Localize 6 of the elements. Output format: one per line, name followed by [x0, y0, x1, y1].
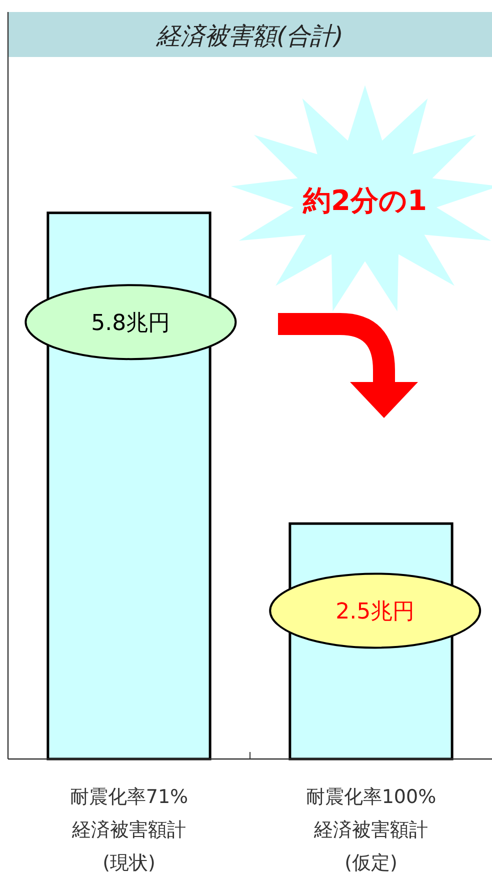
annotation: 約2分の1: [302, 184, 427, 217]
data-label: 2.5兆円: [336, 600, 415, 625]
chart-title: 経済被害額(合計): [156, 22, 344, 50]
x-tick-label: 耐震化率71% 経済被害額計 (現状): [70, 786, 188, 874]
data-label: 5.8兆円: [91, 311, 170, 336]
x-tick-label: 耐震化率100% 経済被害額計 (仮定): [306, 786, 436, 874]
